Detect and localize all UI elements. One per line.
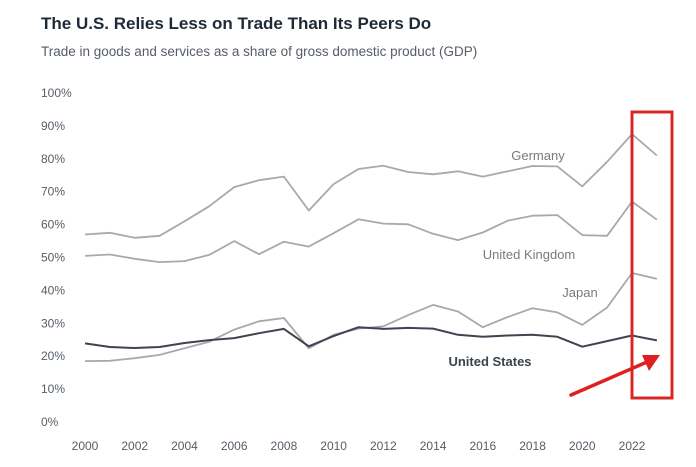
series-label-united-kingdom: United Kingdom <box>483 247 576 262</box>
chart-subtitle: Trade in goods and services as a share o… <box>41 44 478 59</box>
y-tick-label: 0% <box>41 415 59 429</box>
arrow-icon <box>569 355 660 397</box>
x-tick-label: 2012 <box>370 439 397 453</box>
y-tick-label: 80% <box>41 152 65 166</box>
y-tick-label: 90% <box>41 119 65 133</box>
series-line-united-states <box>84 326 658 349</box>
x-tick-label: 2016 <box>469 439 496 453</box>
y-tick-label: 30% <box>41 316 65 330</box>
x-axis: 2000 2002 2004 2006 2008 2010 2012 2014 2016 2018… <box>72 439 646 453</box>
x-tick-label: 2018 <box>519 439 546 453</box>
y-tick-label: 100% <box>41 86 72 100</box>
series-label-united-states: United States <box>448 354 531 369</box>
highlight-box <box>630 110 674 400</box>
x-tick-label: 2004 <box>171 439 198 453</box>
chart-title: The U.S. Relies Less on Trade Than Its P… <box>41 14 432 33</box>
series-labels: Germany United Kingdom Japan United States <box>448 148 597 369</box>
series-lines <box>84 133 658 362</box>
series-line-united-kingdom <box>84 200 658 264</box>
series-label-germany: Germany <box>511 148 565 163</box>
x-tick-label: 2008 <box>271 439 298 453</box>
y-tick-label: 60% <box>41 218 65 232</box>
x-tick-label: 2010 <box>320 439 347 453</box>
series-label-japan: Japan <box>562 285 597 300</box>
x-tick-label: 2006 <box>221 439 248 453</box>
y-tick-label: 50% <box>41 251 65 265</box>
x-tick-label: 2000 <box>72 439 99 453</box>
y-tick-label: 20% <box>41 349 65 363</box>
y-tick-label: 40% <box>41 283 65 297</box>
x-tick-label: 2020 <box>569 439 596 453</box>
x-tick-label: 2002 <box>121 439 148 453</box>
x-tick-label: 2022 <box>619 439 646 453</box>
x-tick-label: 2014 <box>420 439 447 453</box>
series-line-germany <box>84 133 658 239</box>
y-tick-label: 10% <box>41 382 65 396</box>
y-axis: 0% 10% 20% 30% 40% 50% 60% 70% 80% 90% 100% <box>41 86 72 429</box>
y-tick-label: 70% <box>41 185 65 199</box>
